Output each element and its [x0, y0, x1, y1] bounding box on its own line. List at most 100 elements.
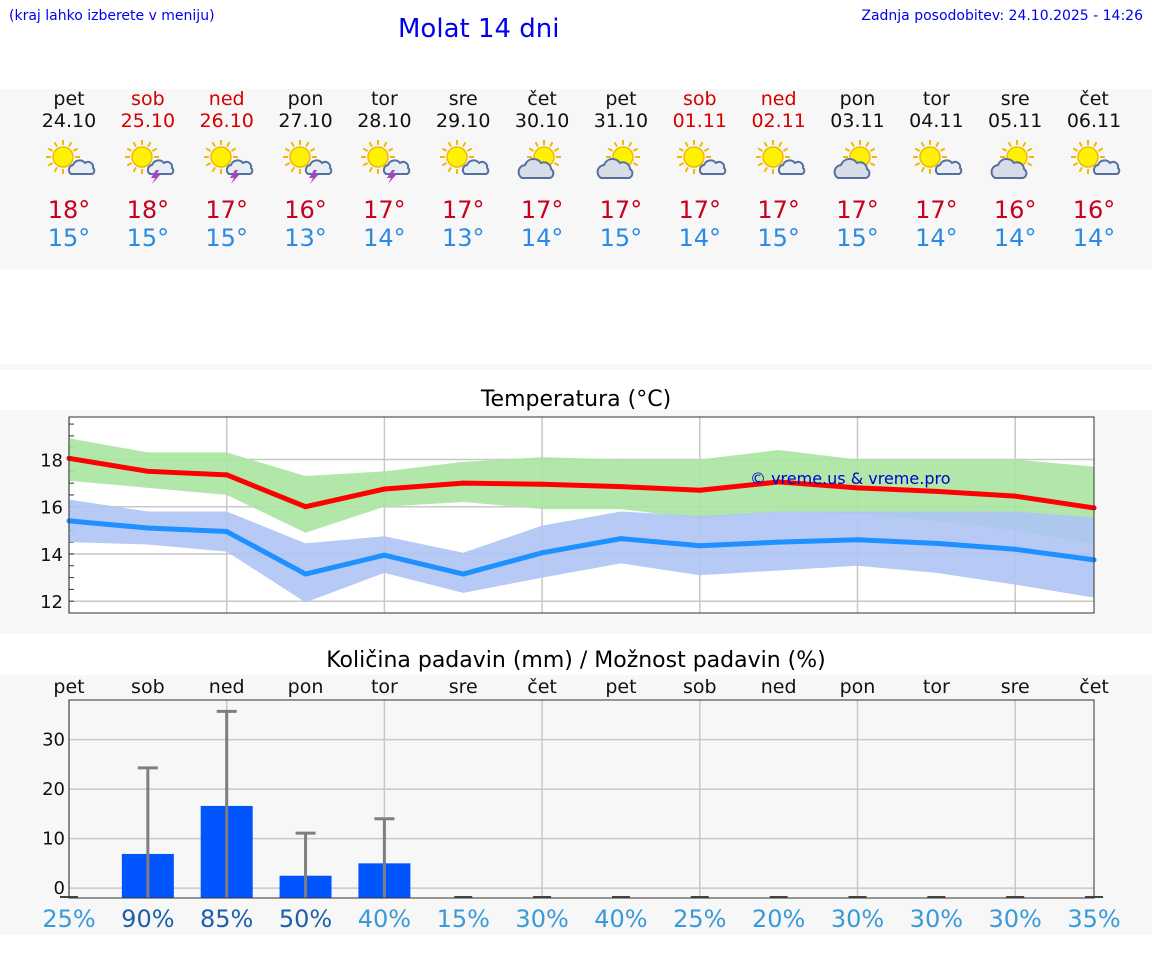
- day-date: 03.11: [830, 110, 885, 132]
- min-temp: 15°: [599, 224, 643, 252]
- min-temperature-point: [1012, 546, 1018, 552]
- day-date: 30.10: [514, 110, 570, 132]
- y-tick-label: 30: [42, 730, 65, 751]
- max-temperature-point: [1012, 493, 1018, 499]
- day-name: čet: [527, 88, 557, 110]
- precip-probability: 30%: [910, 905, 963, 933]
- day-column: pon 03.11 17° 15°: [818, 88, 898, 252]
- day-name: sob: [131, 88, 165, 110]
- partly-cloudy-icon: [593, 140, 649, 184]
- x-day-label: pon: [840, 676, 876, 698]
- day-column: sre 29.10 17° 13°: [423, 88, 503, 252]
- min-temperature-point: [224, 529, 230, 535]
- max-temperature-point: [776, 479, 782, 485]
- forecast-strip: [0, 89, 1152, 269]
- precipitation-chart: pet sob ned pon tor sre čet pet sob ned pon tor sre č…: [42, 676, 1121, 933]
- min-temperature-point: [460, 571, 466, 577]
- max-temp: 17°: [678, 196, 722, 224]
- min-temp: 14°: [520, 224, 564, 252]
- day-column: sob 01.11 17° 14°: [660, 88, 740, 252]
- y-tick-label: 12: [40, 592, 63, 613]
- day-name: sre: [1000, 88, 1030, 110]
- max-temp: 16°: [1072, 196, 1116, 224]
- day-date: 27.10: [278, 110, 333, 132]
- day-name: sob: [683, 88, 717, 110]
- day-name: čet: [1079, 88, 1109, 110]
- day-date: 25.10: [120, 110, 176, 132]
- x-day-label: pet: [53, 676, 84, 698]
- y-tick-label: 10: [42, 829, 65, 850]
- precip-probability: 25%: [42, 905, 95, 933]
- sun-cloud-icon: [435, 140, 491, 184]
- max-temp: 17°: [599, 196, 643, 224]
- day-column: pet 24.10 18° 15°: [29, 88, 109, 252]
- min-temperature-point: [618, 536, 624, 542]
- precip-panel-bg: [0, 675, 1152, 935]
- partly-cloudy-icon: [987, 140, 1043, 184]
- max-temperature-point: [460, 480, 466, 486]
- day-name: tor: [370, 88, 398, 110]
- plot-frame: [68, 416, 1095, 614]
- x-day-label: sob: [683, 676, 717, 698]
- day-name: tor: [922, 88, 950, 110]
- x-day-label: tor: [371, 676, 398, 698]
- last-updated: Zadnja posodobitev: 24.10.2025 - 14:26: [861, 8, 1143, 24]
- day-name: pon: [839, 88, 876, 110]
- x-day-label: ned: [761, 676, 797, 698]
- min-temp: 14°: [363, 224, 406, 252]
- max-temp: 17°: [757, 196, 800, 224]
- precip-probability: 90%: [121, 905, 174, 933]
- sun-cloud-icon: [1066, 140, 1122, 184]
- day-column: ned 26.10 17° 15°: [187, 88, 267, 252]
- day-column: tor 04.11 17° 14°: [896, 88, 976, 252]
- day-column: čet 06.11 16° 14°: [1054, 88, 1134, 252]
- min-temp: 14°: [678, 224, 722, 252]
- y-tick-label: 0: [54, 878, 65, 899]
- day-column: čet 30.10 17° 14°: [502, 88, 582, 252]
- max-temperature-point: [303, 504, 309, 510]
- min-temperature-point: [855, 537, 860, 543]
- y-tick-label: 16: [40, 498, 63, 519]
- precip-probability: 30%: [989, 905, 1042, 933]
- y-tick-label: 20: [42, 779, 65, 800]
- precip-probability: 15%: [437, 905, 490, 933]
- day-name: pet: [605, 88, 637, 110]
- sun-thunderstorm-icon: [278, 140, 334, 184]
- day-date: 05.11: [987, 110, 1043, 132]
- day-date: 06.11: [1066, 110, 1122, 132]
- min-temperature-line: [68, 518, 1095, 577]
- min-temp: 15°: [757, 224, 800, 252]
- day-name: ned: [760, 88, 797, 110]
- day-column: ned 02.11 17° 15°: [739, 88, 819, 252]
- min-temperature-point: [145, 525, 151, 531]
- x-day-label: pet: [605, 676, 636, 698]
- max-temp: 17°: [441, 196, 485, 224]
- min-temp: 14°: [915, 224, 958, 252]
- day-date: 02.11: [751, 110, 806, 132]
- min-temp: 15°: [126, 224, 170, 252]
- max-temperature-line: [68, 455, 1095, 511]
- day-column: sob 25.10 18° 15°: [108, 88, 188, 252]
- x-day-label: čet: [527, 676, 557, 698]
- min-temp: 15°: [47, 224, 91, 252]
- x-day-label: sob: [131, 676, 165, 698]
- max-temp: 16°: [284, 196, 327, 224]
- location-hint: (kraj lahko izberete v meniju): [9, 8, 215, 24]
- day-column: pon 27.10 16° 13°: [266, 88, 346, 252]
- precip-probability: 30%: [831, 905, 884, 933]
- min-temp: 13°: [441, 224, 485, 252]
- max-temperature-point: [933, 488, 939, 494]
- precip-probability: 25%: [673, 905, 726, 933]
- x-day-label: tor: [923, 676, 950, 698]
- precip-probability: 40%: [594, 905, 647, 933]
- min-temp: 14°: [1072, 224, 1116, 252]
- min-temperature-point: [697, 543, 703, 549]
- y-tick-label: 14: [40, 545, 63, 566]
- max-temperature-point: [224, 472, 230, 478]
- x-day-label: sre: [1001, 676, 1030, 698]
- sun-cloud-icon: [751, 140, 807, 184]
- max-temp: 17°: [836, 196, 879, 224]
- temperature-chart: 12 14 16 18 © vreme.us & vreme.pro: [40, 416, 1097, 614]
- precip-probability: 30%: [515, 905, 568, 933]
- watermark: © vreme.us & vreme.pro: [750, 469, 951, 488]
